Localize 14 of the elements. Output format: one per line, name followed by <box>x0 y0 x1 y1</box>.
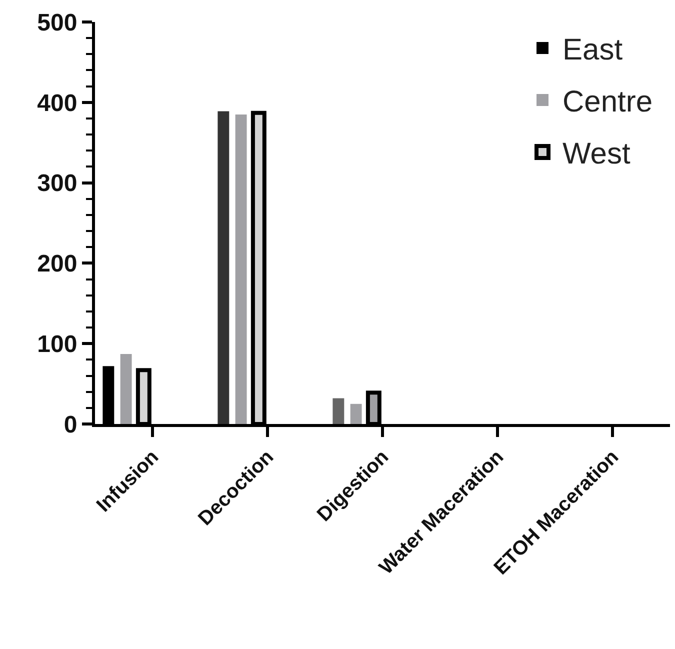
y-tick-label: 400 <box>37 90 78 117</box>
legend-label: East <box>562 34 624 67</box>
bar <box>120 354 132 424</box>
y-tick-label: 0 <box>64 411 78 438</box>
y-tick-label: 100 <box>37 331 78 358</box>
y-tick-label: 200 <box>37 250 78 278</box>
legend-label: West <box>562 138 631 171</box>
y-tick-label: 300 <box>37 170 78 198</box>
bar <box>235 114 247 424</box>
y-tick-label: 500 <box>37 9 78 36</box>
bar <box>218 111 230 424</box>
bar <box>332 398 344 424</box>
bar <box>350 404 362 424</box>
legend-label: Centre <box>562 86 653 119</box>
